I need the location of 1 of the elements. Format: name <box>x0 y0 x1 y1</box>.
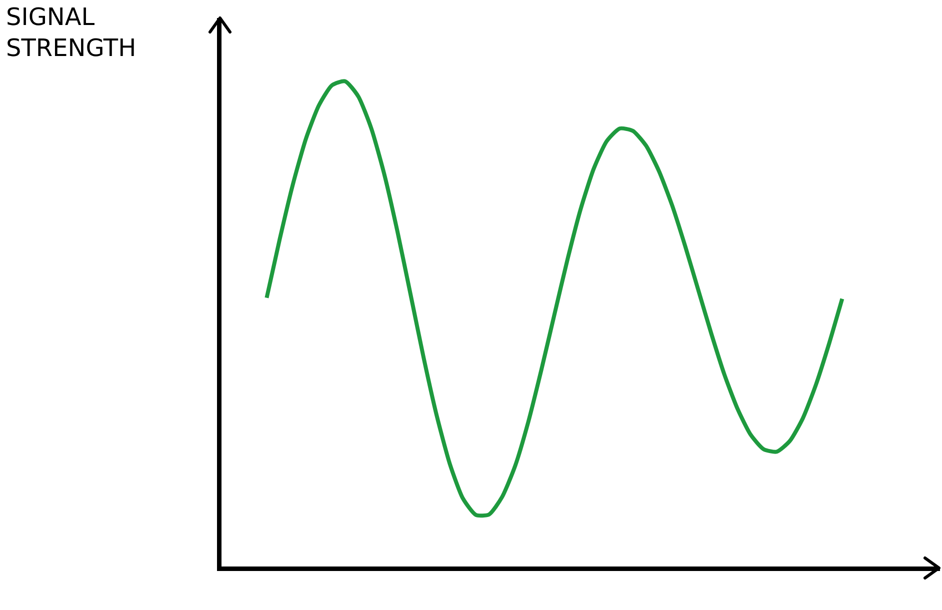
text: SIGNAL STRENGTH <box>6 3 136 62</box>
